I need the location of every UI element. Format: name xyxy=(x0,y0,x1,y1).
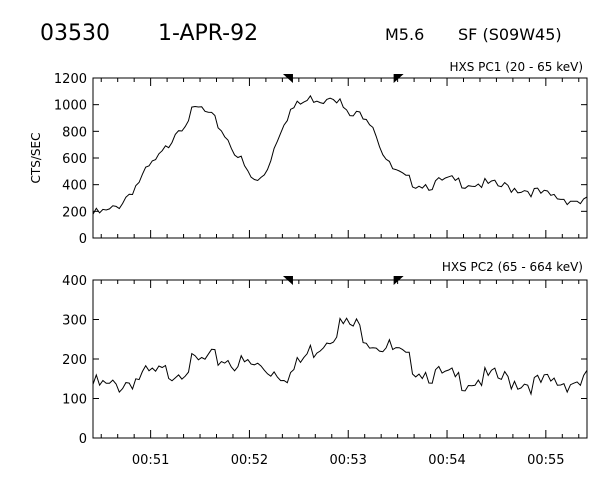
ytick-label: 400 xyxy=(62,274,87,289)
xtick-label: 00:55 xyxy=(527,453,564,468)
event-id: 03530 xyxy=(40,21,110,46)
ytick-label: 800 xyxy=(62,125,87,140)
time-marker xyxy=(282,276,293,285)
panel1-frame xyxy=(92,77,588,239)
time-marker xyxy=(393,276,404,285)
panel2-yaxis: 0 100 200 300 400 xyxy=(62,274,587,447)
ytick-label: 0 xyxy=(79,232,87,247)
event-date: 1-APR-92 xyxy=(158,21,258,46)
panel1-markers xyxy=(282,74,404,83)
xtick-label: 00:54 xyxy=(428,453,465,468)
panel-pc1: HXS PC1 (20 - 65 keV) CTS/SEC 0 200 400 600… xyxy=(29,60,588,247)
series-pc1-line xyxy=(92,94,588,215)
xtick-label: 00:52 xyxy=(231,453,268,468)
time-marker xyxy=(393,74,404,83)
panel1-title: HXS PC1 (20 - 65 keV) xyxy=(449,60,583,74)
ytick-label: 1000 xyxy=(54,99,87,114)
ytick-label: 1200 xyxy=(54,72,87,87)
goes-class: M5.6 xyxy=(385,25,424,44)
xtick-label: 00:53 xyxy=(329,453,366,468)
panel-pc2: HXS PC2 (65 - 664 keV) 0 100 200 300 400 00:… xyxy=(62,260,588,468)
ytick-label: 400 xyxy=(62,179,87,194)
ytick-label: 200 xyxy=(62,353,87,368)
panel1-ylabel: CTS/SEC xyxy=(29,133,43,184)
ytick-label: 300 xyxy=(62,314,87,329)
xtick-label: 00:51 xyxy=(132,453,169,468)
panel2-markers xyxy=(282,276,404,285)
panel2-frame xyxy=(92,279,588,439)
panel2-title: HXS PC2 (65 - 664 keV) xyxy=(442,260,583,274)
flare-location: SF (S09W45) xyxy=(458,25,562,44)
panel1-xaxis xyxy=(100,78,580,238)
panel1-yaxis: 0 200 400 600 800 1000 1200 xyxy=(54,72,587,247)
time-marker xyxy=(282,74,293,83)
ytick-label: 200 xyxy=(62,205,87,220)
ytick-label: 600 xyxy=(62,152,87,167)
ytick-label: 100 xyxy=(62,393,87,408)
series-pc2-line xyxy=(92,317,588,396)
panel2-xaxis: 00:51 00:52 00:53 00:54 00:55 xyxy=(100,280,580,468)
ytick-label: 0 xyxy=(79,432,87,447)
